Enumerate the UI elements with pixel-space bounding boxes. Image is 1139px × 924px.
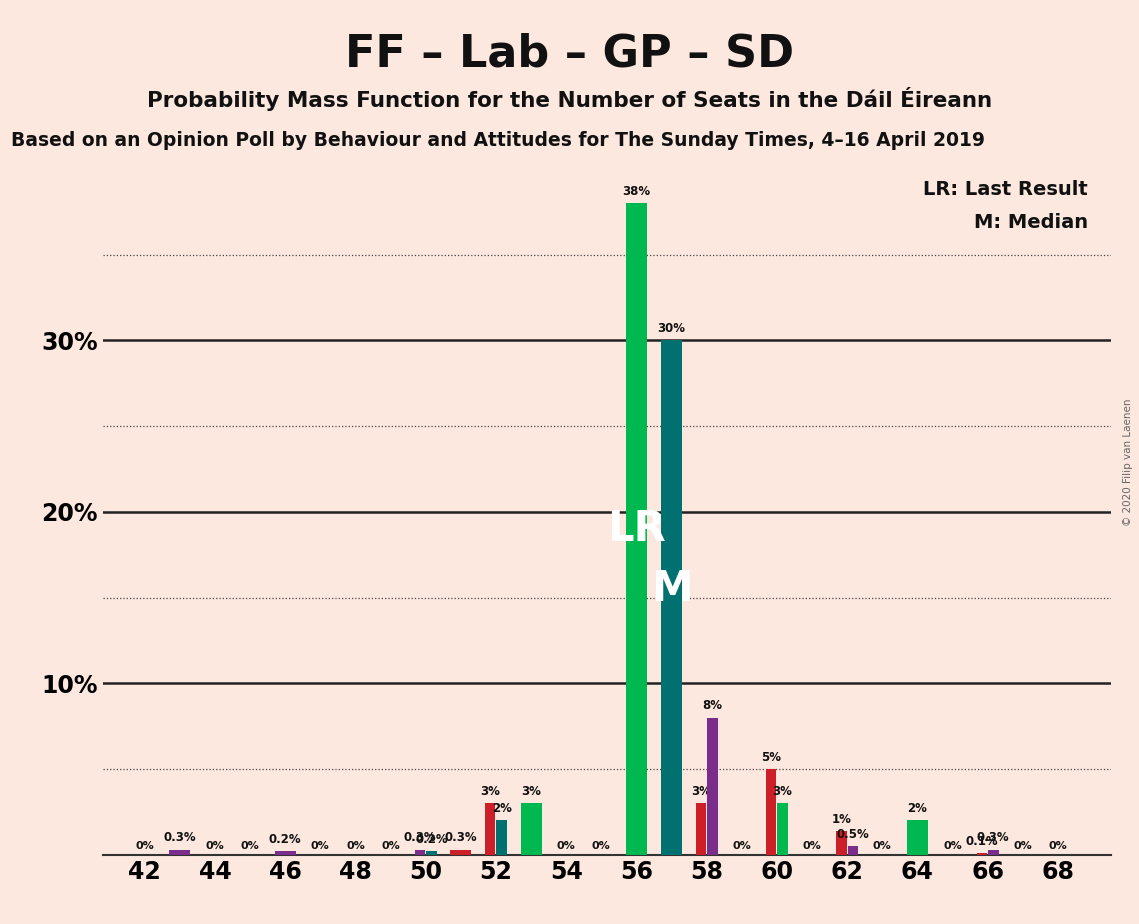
- Text: 3%: 3%: [691, 785, 711, 798]
- Text: Based on an Opinion Poll by Behaviour and Attitudes for The Sunday Times, 4–16 A: Based on an Opinion Poll by Behaviour an…: [11, 131, 985, 151]
- Text: 0%: 0%: [240, 841, 260, 851]
- Text: 2%: 2%: [492, 802, 511, 815]
- Text: 0%: 0%: [136, 841, 154, 851]
- Text: 3%: 3%: [521, 785, 541, 798]
- Text: 0.5%: 0.5%: [836, 828, 869, 841]
- Text: 2%: 2%: [908, 802, 927, 815]
- Text: 0%: 0%: [943, 841, 961, 851]
- Text: 0.3%: 0.3%: [164, 832, 196, 845]
- Text: 30%: 30%: [657, 322, 686, 335]
- Bar: [907, 821, 928, 855]
- Bar: [521, 803, 541, 855]
- Text: 0.3%: 0.3%: [444, 832, 477, 845]
- Text: 3%: 3%: [481, 785, 500, 798]
- Text: 0%: 0%: [592, 841, 611, 851]
- Bar: [696, 803, 706, 855]
- Text: 8%: 8%: [703, 699, 722, 712]
- Bar: [625, 203, 647, 855]
- Text: 0%: 0%: [346, 841, 364, 851]
- Bar: [485, 803, 495, 855]
- Bar: [836, 831, 846, 855]
- Text: 0.1%: 0.1%: [966, 835, 998, 848]
- Text: 0.3%: 0.3%: [977, 832, 1009, 845]
- Text: 0.2%: 0.2%: [269, 833, 302, 846]
- Bar: [170, 849, 190, 855]
- Bar: [988, 849, 999, 855]
- Text: 0%: 0%: [382, 841, 400, 851]
- Text: 3%: 3%: [772, 785, 793, 798]
- Bar: [274, 851, 296, 855]
- Text: 5%: 5%: [761, 751, 781, 764]
- Text: 0%: 0%: [1014, 841, 1032, 851]
- Text: M: Median: M: Median: [974, 213, 1088, 232]
- Text: © 2020 Filip van Laenen: © 2020 Filip van Laenen: [1123, 398, 1133, 526]
- Text: 0%: 0%: [557, 841, 575, 851]
- Text: 0%: 0%: [311, 841, 329, 851]
- Bar: [415, 849, 425, 855]
- Bar: [765, 769, 777, 855]
- Text: LR: Last Result: LR: Last Result: [923, 180, 1088, 200]
- Text: 0%: 0%: [1049, 841, 1067, 851]
- Text: 38%: 38%: [622, 185, 650, 198]
- Text: 0%: 0%: [732, 841, 751, 851]
- Text: FF – Lab – GP – SD: FF – Lab – GP – SD: [345, 32, 794, 76]
- Text: Probability Mass Function for the Number of Seats in the Dáil Éireann: Probability Mass Function for the Number…: [147, 87, 992, 111]
- Bar: [426, 851, 436, 855]
- Bar: [661, 340, 682, 855]
- Bar: [976, 853, 988, 855]
- Text: 0%: 0%: [803, 841, 821, 851]
- Text: 0.2%: 0.2%: [415, 833, 448, 846]
- Text: 0%: 0%: [872, 841, 892, 851]
- Text: 0%: 0%: [205, 841, 224, 851]
- Bar: [450, 849, 472, 855]
- Text: LR: LR: [607, 508, 666, 550]
- Text: 0.3%: 0.3%: [403, 832, 436, 845]
- Bar: [847, 846, 858, 855]
- Text: M: M: [650, 568, 693, 610]
- Bar: [497, 821, 507, 855]
- Text: 1%: 1%: [831, 812, 851, 825]
- Bar: [777, 803, 788, 855]
- Bar: [707, 718, 718, 855]
